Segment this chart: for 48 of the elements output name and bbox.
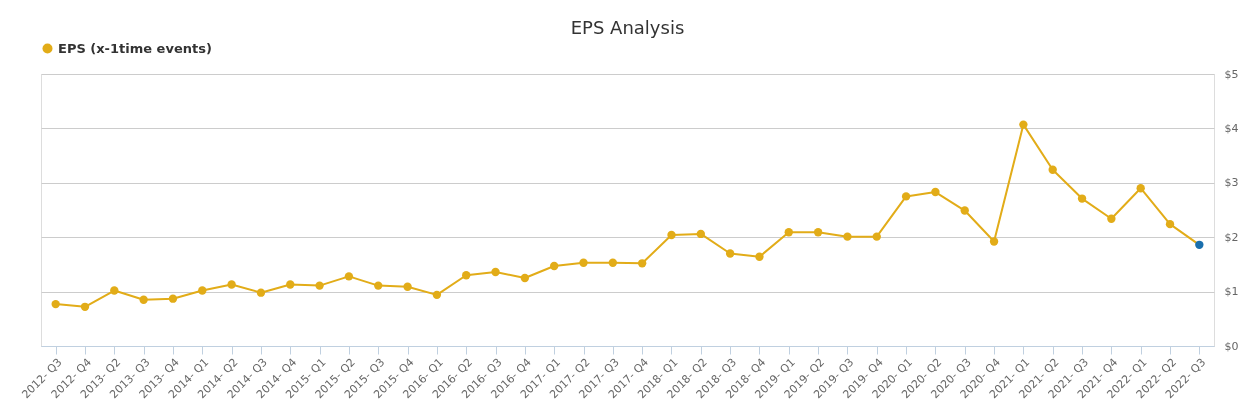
point xyxy=(960,206,969,215)
point xyxy=(667,230,676,240)
point xyxy=(1165,219,1175,229)
point xyxy=(51,299,60,309)
point xyxy=(931,187,940,197)
y-tick-label: $2 xyxy=(1224,230,1239,244)
point xyxy=(1195,240,1204,249)
point xyxy=(725,249,735,258)
point xyxy=(344,272,354,281)
point xyxy=(80,302,90,312)
point xyxy=(1107,214,1116,223)
y-tick-label: $1 xyxy=(1224,285,1239,299)
point xyxy=(1048,165,1057,174)
point xyxy=(784,228,793,237)
point xyxy=(1077,194,1087,203)
point xyxy=(139,295,148,304)
point xyxy=(110,286,119,295)
point xyxy=(256,288,266,297)
point xyxy=(520,273,530,283)
point xyxy=(1136,184,1145,193)
point xyxy=(491,267,500,277)
point xyxy=(989,237,999,246)
point xyxy=(286,280,295,289)
point xyxy=(550,261,559,271)
point xyxy=(462,271,471,280)
point xyxy=(579,258,588,267)
point xyxy=(315,281,324,290)
point xyxy=(872,232,881,241)
point xyxy=(1019,120,1028,129)
point xyxy=(637,259,647,268)
y-tick-label: $4 xyxy=(1224,121,1239,135)
y-tick-label: $3 xyxy=(1224,176,1239,190)
point xyxy=(403,282,412,291)
y-tick-label: $0 xyxy=(1224,339,1239,353)
point xyxy=(608,258,618,267)
point xyxy=(901,192,911,201)
point xyxy=(168,294,178,303)
point xyxy=(755,252,764,261)
point xyxy=(227,280,236,289)
chart-title: EPS Analysis xyxy=(570,17,685,38)
point xyxy=(696,229,705,239)
y-tick-label: $5 xyxy=(1224,67,1239,81)
point xyxy=(813,228,823,237)
point xyxy=(374,281,383,290)
legend-label: EPS (x-1time events) xyxy=(58,40,212,56)
point xyxy=(198,286,207,295)
point xyxy=(432,290,442,300)
point xyxy=(843,232,852,241)
